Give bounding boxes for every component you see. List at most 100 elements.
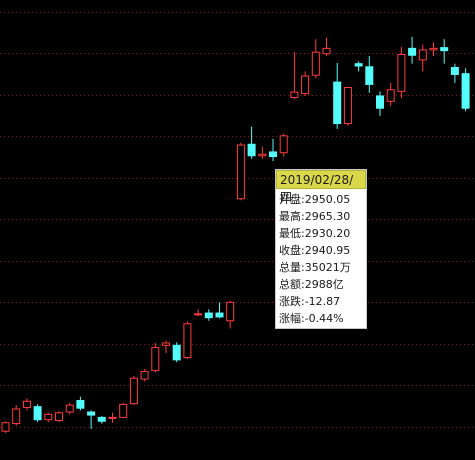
candle[interactable] xyxy=(354,61,363,72)
candle-body xyxy=(365,66,374,85)
candle-body xyxy=(215,312,224,318)
candle[interactable] xyxy=(440,39,449,64)
candle[interactable] xyxy=(226,300,235,329)
tooltip-low: 最低:2930.20 xyxy=(279,227,351,240)
candle[interactable] xyxy=(322,37,331,57)
candle[interactable] xyxy=(376,91,384,116)
candle-body xyxy=(183,323,192,359)
candle-body xyxy=(65,404,74,413)
candle[interactable] xyxy=(247,126,256,159)
candle[interactable] xyxy=(44,412,53,423)
candle[interactable] xyxy=(194,309,203,317)
candle[interactable] xyxy=(97,415,106,424)
candle[interactable] xyxy=(301,71,310,96)
candle[interactable] xyxy=(311,39,320,79)
candle-body xyxy=(108,416,117,419)
candle-body xyxy=(418,49,427,61)
candle[interactable] xyxy=(33,404,42,423)
candle[interactable] xyxy=(183,321,192,360)
candle-body xyxy=(204,312,213,319)
candle[interactable] xyxy=(429,42,438,57)
candle[interactable] xyxy=(258,146,267,159)
candle-body xyxy=(354,63,363,67)
candle-body xyxy=(461,73,470,109)
candle[interactable] xyxy=(172,342,181,363)
candle-body xyxy=(258,153,267,157)
candle-body xyxy=(269,151,277,158)
price-tooltip: 2019/02/28/四 开盘:2950.05 最高:2965.30 最低:29… xyxy=(275,169,367,329)
candle[interactable] xyxy=(129,375,138,406)
candle[interactable] xyxy=(397,46,406,99)
candle-body xyxy=(1,422,10,432)
candle-body xyxy=(333,81,342,125)
candle[interactable] xyxy=(418,44,427,72)
candle-body xyxy=(247,143,256,157)
candle-body xyxy=(151,347,160,372)
candle[interactable] xyxy=(1,421,10,433)
candle-body xyxy=(408,47,417,56)
candle[interactable] xyxy=(290,52,299,99)
tooltip-change-percent: 涨幅:-0.44% xyxy=(279,312,344,325)
tooltip-volume: 总量:35021万 xyxy=(279,261,351,274)
candle-body xyxy=(22,400,31,408)
tooltip-change: 涨跌:-12.87 xyxy=(279,295,341,308)
candle[interactable] xyxy=(65,402,74,415)
candle-body xyxy=(194,313,203,316)
tooltip-close: 收盘:2940.95 xyxy=(279,244,351,257)
candle[interactable] xyxy=(12,405,21,426)
candle[interactable] xyxy=(279,133,288,157)
candle[interactable] xyxy=(76,396,85,411)
tooltip-open: 开盘:2950.05 xyxy=(279,193,351,206)
candle[interactable] xyxy=(343,86,352,126)
candle-body xyxy=(386,89,395,102)
candle-body xyxy=(397,54,406,92)
candle[interactable] xyxy=(119,402,128,418)
candle[interactable] xyxy=(333,62,342,129)
candle[interactable] xyxy=(55,411,63,423)
candle[interactable] xyxy=(162,340,170,353)
tooltip-amount: 总额:2988亿 xyxy=(279,278,344,291)
candle-body xyxy=(33,406,42,421)
candle-body xyxy=(55,412,63,421)
candle-body xyxy=(440,47,449,52)
candle-body xyxy=(140,370,149,380)
candle[interactable] xyxy=(236,142,245,201)
candle-body xyxy=(87,411,96,416)
candle[interactable] xyxy=(461,68,470,112)
candle-body xyxy=(44,413,53,421)
candle[interactable] xyxy=(450,63,459,83)
candle-body xyxy=(279,135,288,154)
candle-body xyxy=(129,377,138,405)
candle[interactable] xyxy=(269,138,277,162)
candle-body xyxy=(226,301,235,322)
candle-body xyxy=(97,416,106,422)
tooltip-date: 2019/02/28/四 xyxy=(276,170,366,204)
candle-body xyxy=(290,91,299,98)
candle[interactable] xyxy=(386,82,395,106)
candle[interactable] xyxy=(140,369,149,382)
candle-body xyxy=(12,408,21,425)
candle[interactable] xyxy=(108,412,117,423)
candle-body xyxy=(162,342,170,346)
candle[interactable] xyxy=(87,410,96,429)
candle-body xyxy=(429,47,438,51)
candle-body xyxy=(376,95,384,109)
candle-body xyxy=(236,144,245,200)
candle-body xyxy=(301,75,310,95)
candle[interactable] xyxy=(408,36,417,64)
candle-body xyxy=(311,51,320,76)
candle[interactable] xyxy=(22,398,31,411)
candle[interactable] xyxy=(151,342,160,373)
candle[interactable] xyxy=(215,302,224,319)
candle[interactable] xyxy=(204,309,213,321)
candle[interactable] xyxy=(365,56,374,93)
candle-body xyxy=(450,67,459,75)
candle-body xyxy=(322,47,331,55)
tooltip-high: 最高:2965.30 xyxy=(279,210,351,223)
candle-body xyxy=(76,400,85,409)
candle-body xyxy=(119,403,128,418)
candle-body xyxy=(343,86,352,125)
candle-body xyxy=(172,344,181,361)
